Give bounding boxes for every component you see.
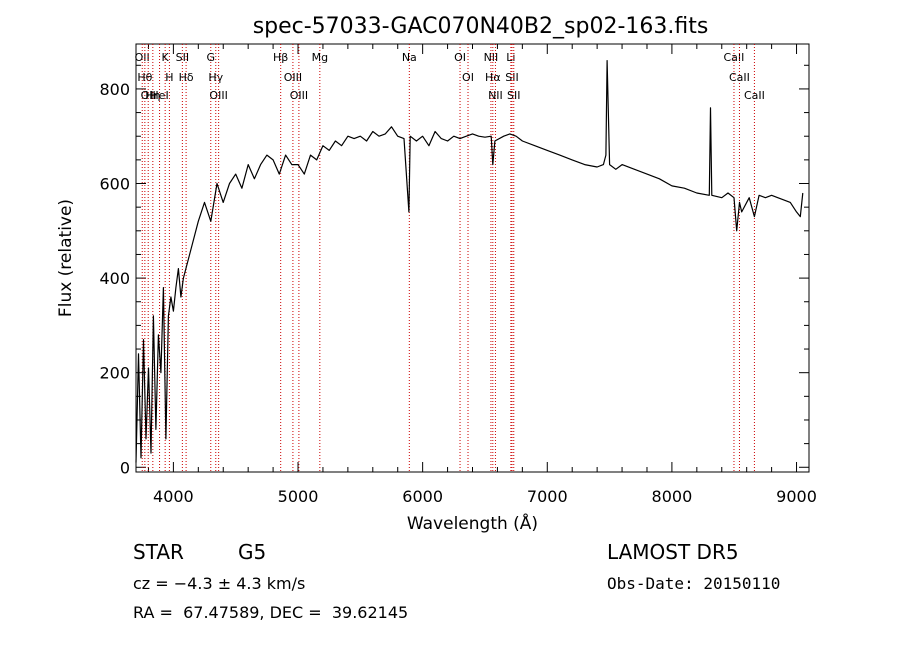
spectral-line-label: NII: [484, 51, 499, 64]
spectral-line-label: SII: [505, 71, 518, 84]
chart-title: spec-57033-GAC070N40B2_sp02-163.fits: [253, 14, 709, 39]
spectral-line-label: OII: [141, 89, 156, 102]
y-tick-label: 0: [120, 458, 130, 477]
spectral-line-label: NII: [488, 89, 503, 102]
spectral-line-label: OII: [135, 51, 150, 64]
spectral-line-label: CaII: [724, 51, 745, 64]
x-axis-label: Wavelength (Å): [407, 512, 538, 534]
redshift-label: cz = −4.3 ± 4.3 km/s: [133, 574, 306, 593]
spectral-line-label: OIII: [284, 71, 302, 84]
plot-frame: [135, 43, 810, 473]
x-tick-label: 4000: [153, 487, 194, 506]
spectral-line-label: Hα: [485, 71, 501, 84]
subclass-label: G5: [238, 540, 267, 564]
obs-date-label: Obs-Date: 20150110: [607, 574, 781, 593]
spectral-line-label: SII: [507, 89, 520, 102]
spectral-line-label: OI: [462, 71, 474, 84]
spectral-line-label: Hγ: [208, 71, 223, 84]
spectral-line-label: Hθ: [137, 71, 152, 84]
y-tick-label: 600: [99, 175, 130, 194]
spectral-line-label: H: [165, 71, 173, 84]
spectral-line-label: CaII: [744, 89, 765, 102]
spectral-line-label: Li: [506, 51, 515, 64]
spectral-line-label: OIII: [209, 89, 227, 102]
spectral-line-label: OI: [454, 51, 466, 64]
spectral-line-label: G: [207, 51, 216, 64]
spectral-line-label: CaII: [729, 71, 750, 84]
y-tick-label: 400: [99, 269, 130, 288]
x-tick-label: 5000: [278, 487, 319, 506]
spectrum-line: [135, 59, 804, 463]
x-tick-label: 6000: [402, 487, 443, 506]
x-tick-label: 8000: [652, 487, 693, 506]
spectral-line-label: Hδ: [179, 71, 194, 84]
x-tick-label: 9000: [776, 487, 817, 506]
spectral-line-label: OIII: [290, 89, 308, 102]
spectral-line-label: SII: [176, 51, 189, 64]
spectral-line-label: Hη: [145, 89, 160, 102]
spectral-line-label: K: [162, 51, 170, 64]
spectral-line-label: Hβ: [273, 51, 288, 64]
object-type-label: STAR: [133, 540, 184, 564]
y-axis-label: Flux (relative): [56, 199, 76, 317]
coordinates-label: RA = 67.47589, DEC = 39.62145: [133, 603, 409, 622]
y-tick-label: 800: [99, 80, 130, 99]
spectral-line-label: Mg: [312, 51, 328, 64]
x-tick-label: 7000: [527, 487, 568, 506]
spectral-line-label: HeI: [150, 89, 168, 102]
y-tick-label: 200: [99, 364, 130, 383]
survey-label: LAMOST DR5: [607, 540, 739, 564]
spectral-line-label: Na: [402, 51, 417, 64]
